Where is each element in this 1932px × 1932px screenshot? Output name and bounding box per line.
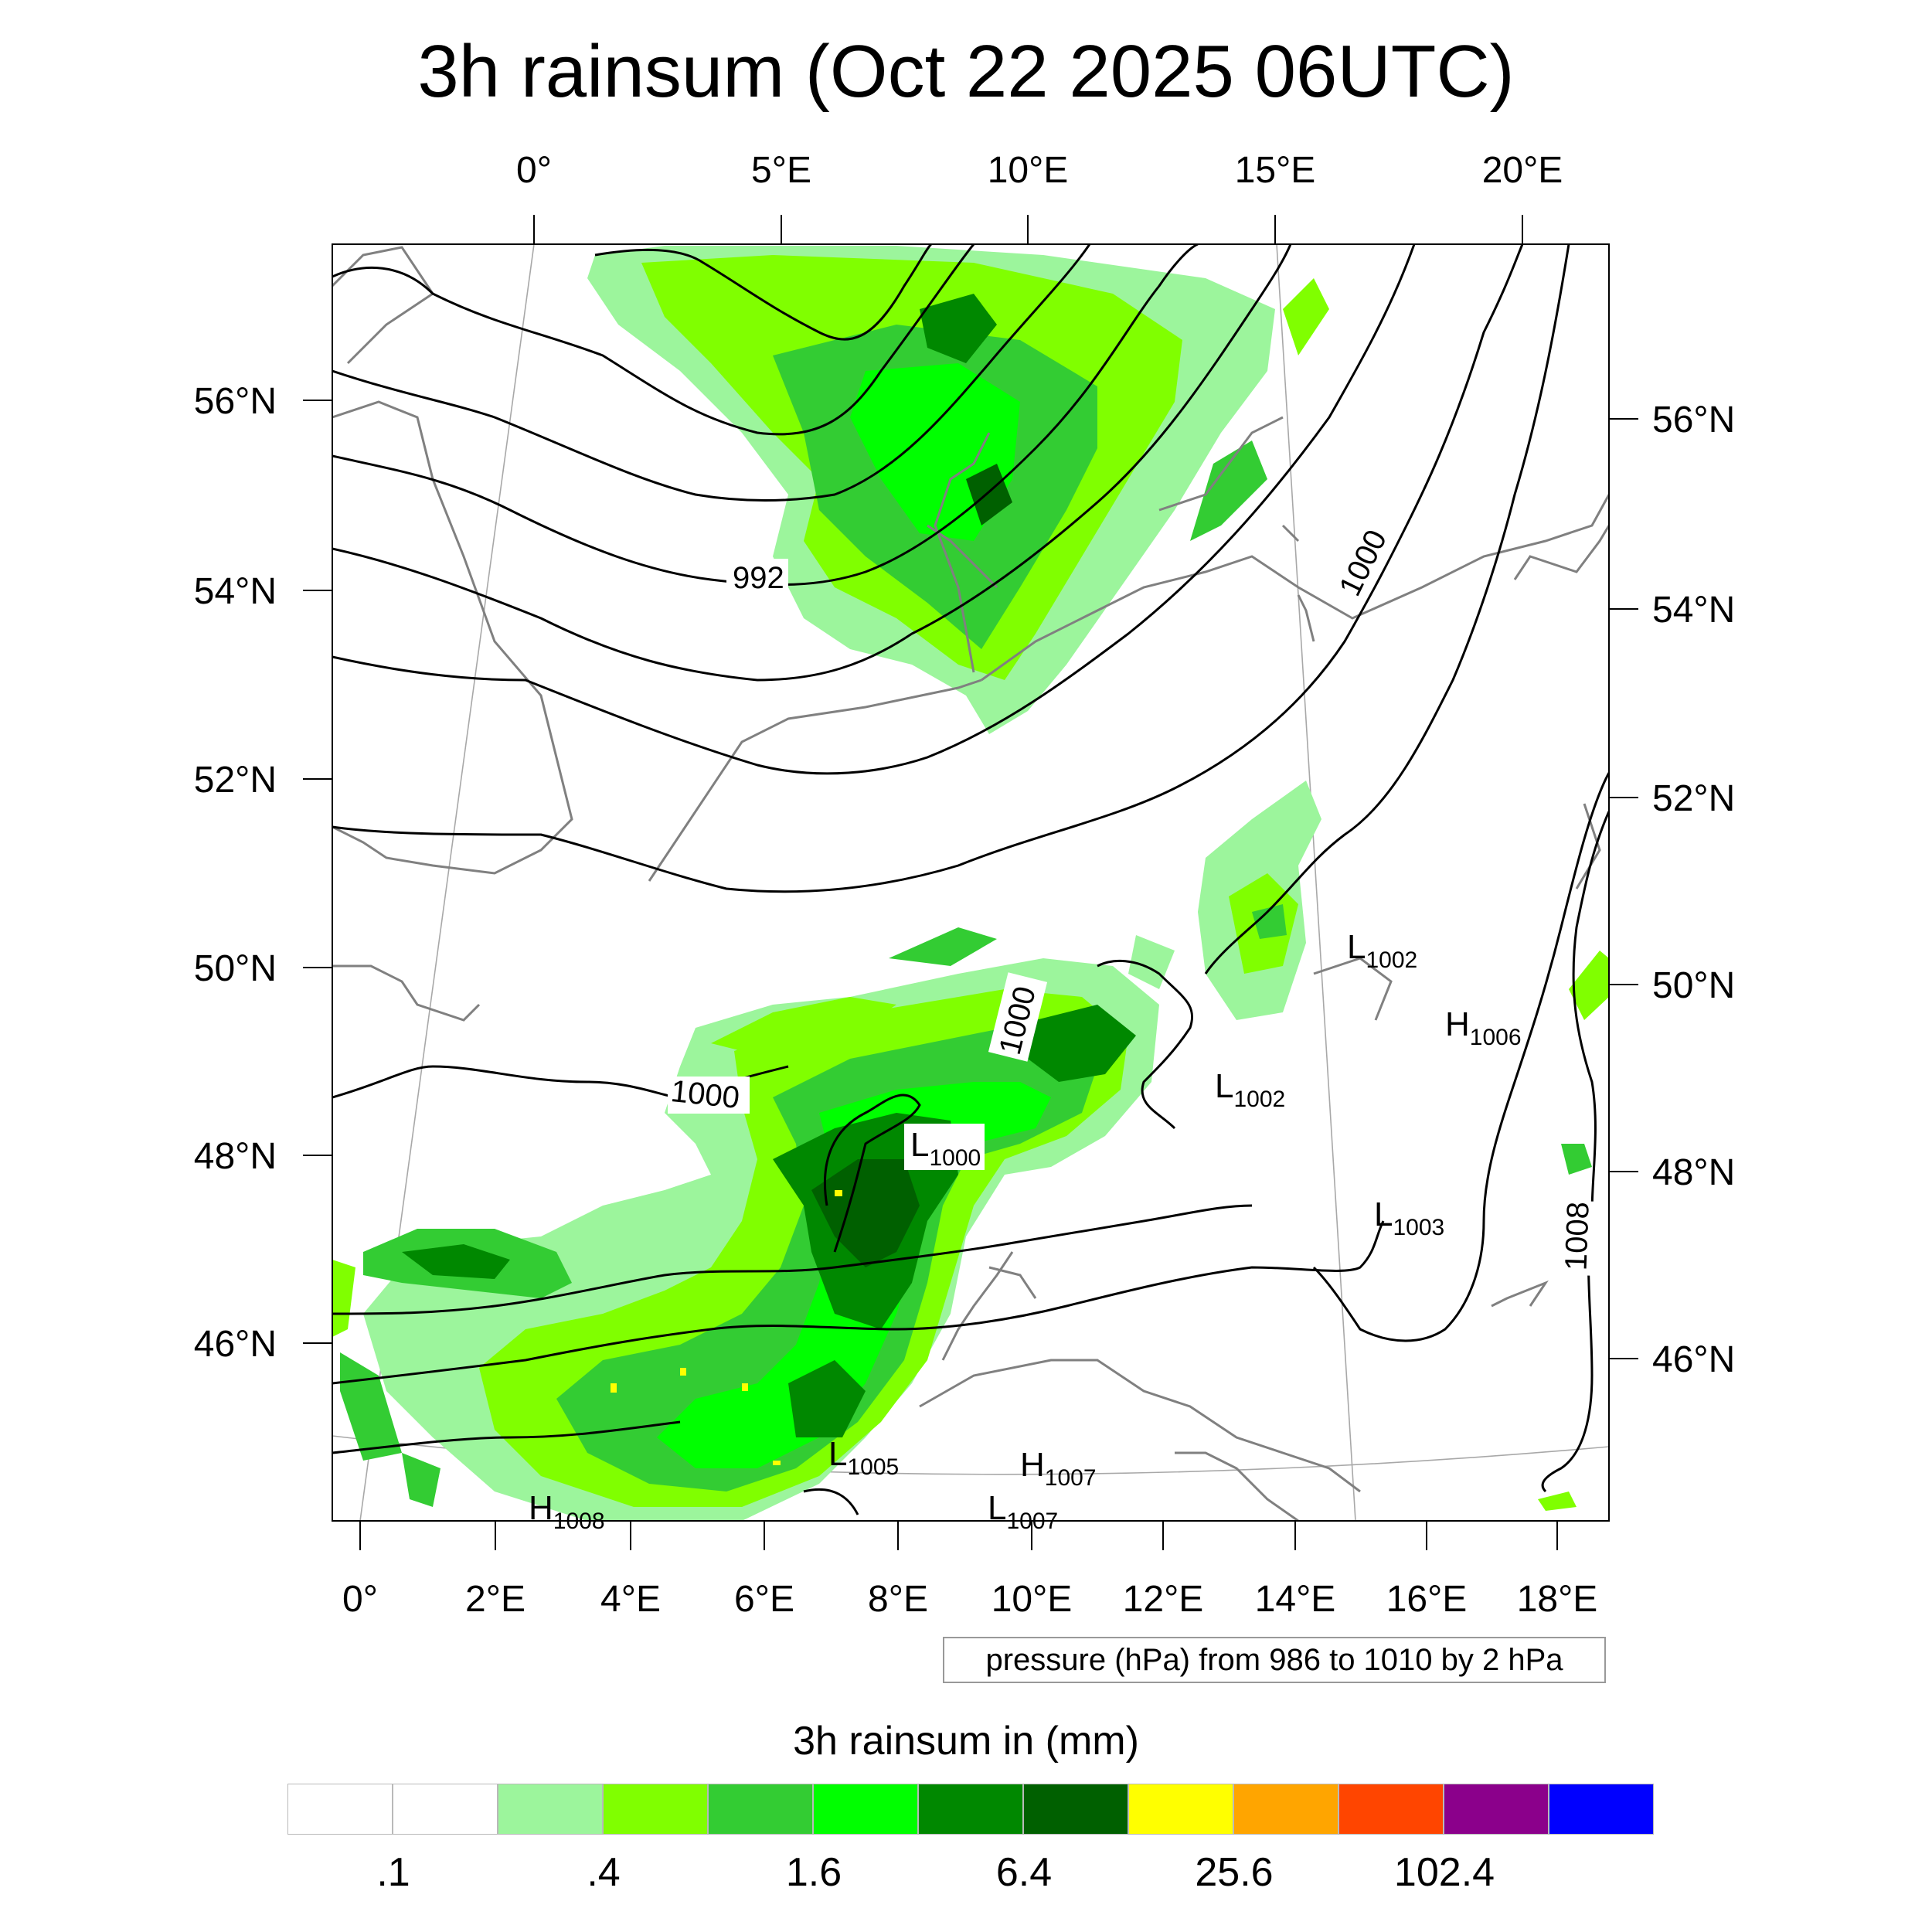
- pressure-center-marker: L1000: [910, 1126, 981, 1171]
- right-lat-label: 48°N: [1652, 1152, 1735, 1193]
- bottom-lon-label: 10°E: [992, 1579, 1073, 1620]
- bottom-lon-label: 6°E: [734, 1579, 794, 1620]
- colorbar-title: 3h rainsum in (mm): [793, 1719, 1139, 1764]
- pressure-center-marker: H1007: [1020, 1446, 1097, 1491]
- top-lon-label: 5°E: [751, 150, 811, 191]
- colorbar-swatch: [1338, 1784, 1444, 1835]
- bottom-lon-label: 8°E: [868, 1579, 928, 1620]
- colorbar-label: 1.6: [785, 1850, 842, 1895]
- colorbar-swatch: [1233, 1784, 1338, 1835]
- right-lat-label: 50°N: [1652, 965, 1735, 1006]
- colorbar-swatch: [813, 1784, 918, 1835]
- right-lat-label: 46°N: [1652, 1339, 1735, 1380]
- colorbar-label: 102.4: [1393, 1850, 1495, 1895]
- colorbar-label: 25.6: [1195, 1850, 1274, 1895]
- colorbar-labels: .1 .4 1.6 6.4 25.6 102.4: [0, 1845, 1932, 1907]
- bottom-lon-label: 12°E: [1123, 1579, 1204, 1620]
- top-lon-label: 15°E: [1235, 150, 1316, 191]
- contour-label: 1000: [669, 1074, 741, 1115]
- contour-info-box: pressure (hPa) from 986 to 1010 by 2 hPa: [943, 1637, 1606, 1683]
- colorbar-label: .1: [376, 1850, 410, 1895]
- tick-marks: [303, 215, 1638, 1550]
- bottom-lon-label: 16°E: [1386, 1579, 1468, 1620]
- pressure-centers: L1002 H1006 L1002 L1000 L1003 L1005 H100…: [529, 928, 1522, 1534]
- map-title: 3h rainsum (Oct 22 2025 06UTC): [417, 30, 1515, 113]
- colorbar-swatch: [918, 1784, 1023, 1835]
- left-lat-label: 52°N: [194, 760, 277, 801]
- colorbar-swatch: [1023, 1784, 1128, 1835]
- pressure-center-marker: L1007: [988, 1489, 1058, 1534]
- left-lat-label: 48°N: [194, 1136, 277, 1177]
- colorbar-swatch: [1128, 1784, 1233, 1835]
- bottom-lon-label: 18°E: [1517, 1579, 1598, 1620]
- contour-label: 1008: [1560, 1201, 1596, 1270]
- colorbar-swatch: [708, 1784, 813, 1835]
- top-lon-label: 0°: [516, 150, 552, 191]
- isobars: [332, 244, 1609, 1515]
- pressure-center-marker: L1002: [1215, 1067, 1285, 1112]
- pressure-center-marker: L1003: [1374, 1196, 1444, 1240]
- pressure-center-marker: L1005: [828, 1435, 899, 1480]
- colorbar: [287, 1784, 1654, 1835]
- contour-label: 992: [733, 561, 784, 595]
- right-lat-label: 52°N: [1652, 778, 1735, 819]
- colorbar-swatch: [393, 1784, 498, 1835]
- right-lat-label: 54°N: [1652, 590, 1735, 631]
- left-lat-label: 54°N: [194, 571, 277, 612]
- colorbar-swatch: [287, 1784, 393, 1835]
- map-frame: [332, 243, 1610, 1522]
- rain-field: [332, 246, 1609, 1521]
- bottom-lon-label: 14°E: [1255, 1579, 1336, 1620]
- left-lat-label: 46°N: [194, 1324, 277, 1365]
- left-lat-label: 50°N: [194, 948, 277, 989]
- coastlines: [332, 246, 1609, 1521]
- colorbar-label: 6.4: [995, 1850, 1053, 1895]
- colorbar-label: .4: [587, 1850, 621, 1895]
- colorbar-swatch: [1549, 1784, 1654, 1835]
- colorbar-swatch: [603, 1784, 708, 1835]
- pressure-center-marker: H1006: [1445, 1005, 1522, 1050]
- left-lat-label: 56°N: [194, 381, 277, 422]
- bottom-lon-label: 2°E: [465, 1579, 526, 1620]
- bottom-lon-label: 0°: [342, 1579, 378, 1620]
- right-lat-label: 56°N: [1652, 400, 1735, 440]
- top-lon-label: 20°E: [1482, 150, 1563, 191]
- colorbar-swatch: [498, 1784, 603, 1835]
- colorbar-swatch: [1444, 1784, 1549, 1835]
- top-lon-label: 10°E: [988, 150, 1069, 191]
- pressure-center-marker: L1002: [1347, 928, 1417, 973]
- bottom-lon-label: 4°E: [600, 1579, 661, 1620]
